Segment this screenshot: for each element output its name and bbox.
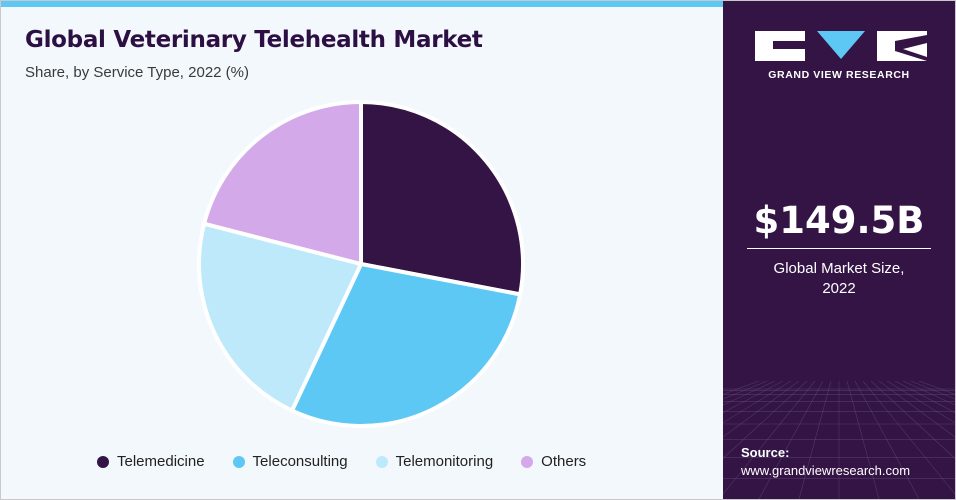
pie-slice-telemonitoring — [197, 221, 363, 413]
gvr-logo-icon — [755, 31, 927, 61]
pie-slice-teleconsulting — [290, 262, 523, 428]
pie-chart — [197, 100, 525, 428]
chart-title: Global Veterinary Telehealth Market — [25, 27, 483, 53]
legend-item-telemedicine: Telemedicine — [97, 453, 205, 470]
market-size-value: $149.5B — [753, 199, 925, 242]
legend-item-others: Others — [521, 453, 586, 470]
legend-label: Teleconsulting — [252, 453, 348, 470]
chart-legend: Telemedicine Teleconsulting Telemonitoring… — [97, 453, 586, 470]
divider — [747, 248, 931, 249]
legend-label: Telemedicine — [117, 453, 205, 470]
top-accent-bar — [1, 1, 723, 7]
legend-item-teleconsulting: Teleconsulting — [232, 453, 348, 470]
market-size-label-line: Global Market Size, — [773, 260, 905, 277]
legend-label: Telemonitoring — [395, 453, 494, 470]
chart-subtitle: Share, by Service Type, 2022 (%) — [25, 64, 250, 81]
legend-swatch — [375, 455, 388, 468]
pie-slice-telemedicine — [359, 100, 525, 297]
side-panel: GRAND VIEW RESEARCH $149.5B Global Marke… — [723, 1, 955, 499]
source-label: Source: — [741, 445, 790, 460]
legend-item-telemonitoring: Telemonitoring — [375, 453, 494, 470]
legend-swatch — [232, 455, 245, 468]
grid-pattern-decoration — [723, 381, 955, 499]
legend-label: Others — [541, 453, 587, 470]
legend-swatch — [521, 455, 534, 468]
logo-text: GRAND VIEW RESEARCH — [768, 69, 910, 81]
legend-swatch — [97, 455, 109, 468]
market-size-year: 2022 — [822, 280, 856, 297]
market-size-label: Global Market Size, 2022 — [723, 259, 955, 299]
pie-slice-others — [202, 100, 363, 266]
source-url[interactable]: www.grandviewresearch.com — [741, 463, 911, 478]
